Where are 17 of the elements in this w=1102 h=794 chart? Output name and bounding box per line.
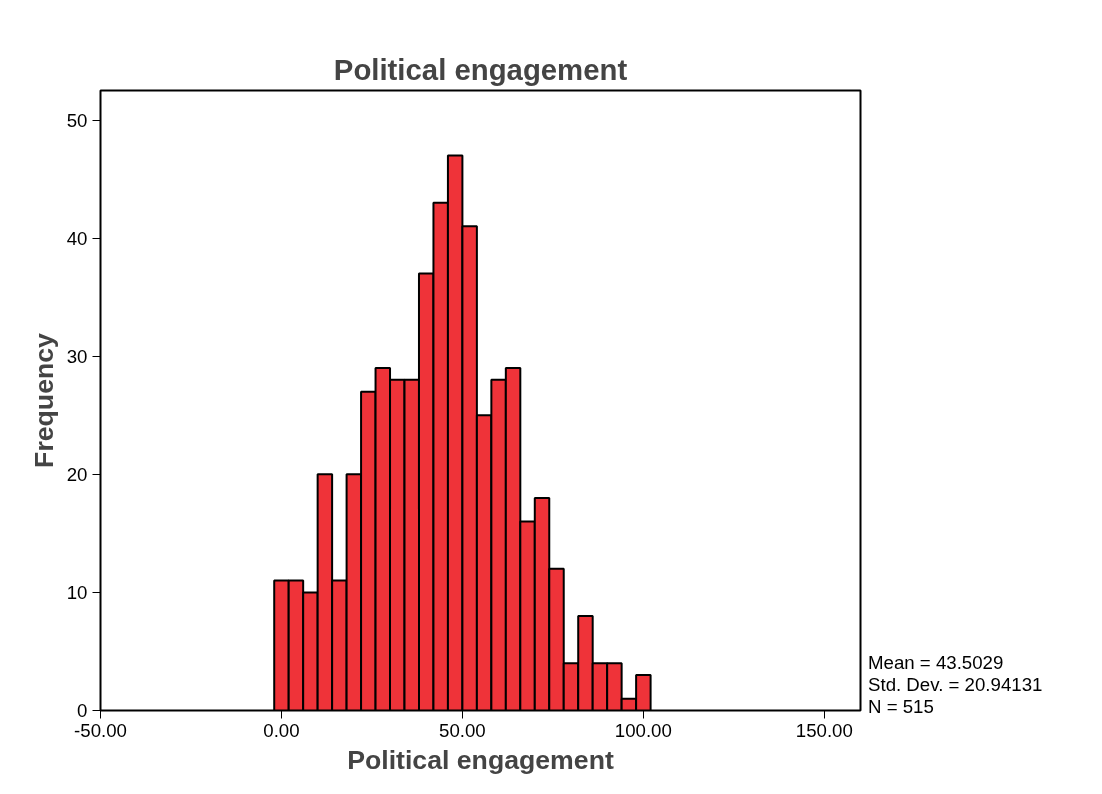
y-tick-label: 30 — [66, 345, 88, 367]
y-tick-label: 10 — [66, 581, 88, 603]
text: Mean = 43.5029 — [868, 652, 1004, 673]
text: Std. Dev. = 20.94131 — [868, 674, 1043, 695]
chart-title: Political engagement — [333, 52, 628, 86]
y-tick-label: 50 — [66, 109, 88, 131]
x-tick-label: 50.00 — [439, 719, 486, 741]
x-tick-label: 0.00 — [263, 719, 300, 741]
y-tick-label: 40 — [66, 227, 88, 249]
x-tick-label: 100.00 — [614, 719, 672, 741]
y-tick-label: 0 — [77, 700, 88, 721]
text: N = 515 — [868, 696, 934, 717]
y-tick-label: 20 — [66, 463, 88, 485]
x-tick-label: 150.00 — [795, 719, 853, 741]
x-tick-label: -50.00 — [74, 719, 127, 741]
y-axis-title: Frequency — [28, 332, 59, 468]
x-axis-title: Political engagement — [347, 744, 614, 775]
